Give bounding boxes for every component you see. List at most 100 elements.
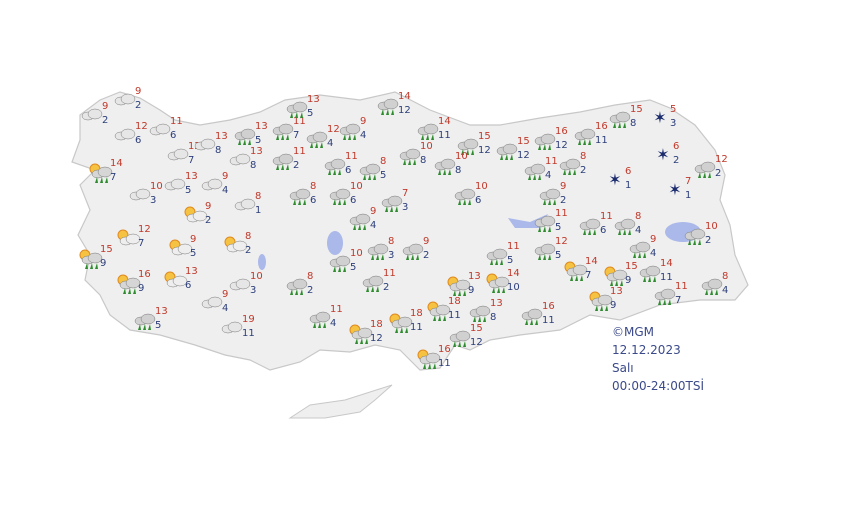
rain-drop [310,142,313,148]
max-temp: 9 [222,289,228,300]
station: 108 [434,151,468,176]
station: 112 [362,268,396,293]
station: 112 [272,146,306,171]
station: 84 [701,271,728,296]
min-temp: 5 [507,255,513,266]
rain-drop [353,224,356,230]
station: ✶ 5 3 [653,104,676,129]
min-temp: 7 [585,270,591,281]
max-temp: 8 [255,191,261,202]
cloud [140,313,156,325]
max-temp: 10 [705,221,718,232]
min-temp: 5 [555,250,561,261]
station: 92 [81,101,108,126]
rain-drop [238,139,241,145]
cloud [292,278,308,290]
rain-drop [458,341,461,347]
min-temp: 2 [135,100,141,111]
min-temp: 2 [560,195,566,206]
station: 94 [629,234,656,259]
min-temp: 4 [360,130,366,141]
station: ✶ 6 2 [656,141,679,166]
rain-drop [426,134,429,140]
cloud [612,269,628,281]
station: 103 [129,181,163,206]
max-temp: 9 [135,86,141,97]
min-temp: 9 [625,275,631,286]
min-temp: 11 [595,135,608,146]
station: 135 [164,171,198,196]
station: 106 [329,181,363,206]
rain-drop [573,169,576,175]
min-temp: 3 [402,202,408,213]
cloud [173,148,189,160]
rain-drop [543,199,546,205]
station: ✶ 6 1 [608,166,631,191]
rain-drop [385,206,388,212]
cloud [240,128,256,140]
rain-drop [538,254,541,260]
rain-drop [391,109,394,115]
min-temp: 6 [600,225,606,236]
max-temp: 11 [600,211,613,222]
station: 127 [167,141,201,166]
rain-drop [286,134,289,140]
rain-drop [243,139,246,145]
rain-drop [338,266,341,272]
rain-drop [431,134,434,140]
rain-drop [443,315,446,321]
cloud [345,123,361,135]
min-temp: 7 [293,130,299,141]
station: 138 [194,131,228,156]
rain-drop [466,149,469,155]
station: 82 [224,231,251,256]
rain-drop [355,338,358,344]
max-temp: 12 [555,236,568,247]
max-temp: 13 [468,271,481,282]
rain-drop [605,305,608,311]
cloud [565,158,581,170]
rain-drop [328,169,331,175]
min-temp: 2 [580,165,586,176]
cloud [125,277,141,289]
max-temp: 16 [138,269,151,280]
rain-drop [528,174,531,180]
rain-drop [595,305,598,311]
station: 102 [684,221,718,246]
min-temp: 9 [610,300,616,311]
rain-drop [600,305,603,311]
min-temp: 6 [475,195,481,206]
min-temp: 12 [398,105,411,116]
rain-drop [381,109,384,115]
rain-drop [438,169,441,175]
cloud [125,233,141,245]
min-temp: 12 [555,140,568,151]
rain-drop [623,229,626,235]
max-temp: 10 [350,181,363,192]
rain-drop [313,322,316,328]
rain-drop [568,169,571,175]
min-temp: 6 [345,165,351,176]
max-temp: 14 [585,256,598,267]
max-temp: 14 [507,268,520,279]
max-temp: 11 [545,156,558,167]
min-temp: 3 [150,195,156,206]
cloud [494,276,510,288]
station: 114 [309,304,343,329]
cloud [335,255,351,267]
rain-drop [276,164,279,170]
rain-drop [533,174,536,180]
max-temp: 15 [100,244,113,255]
cloud [170,178,186,190]
rain-drop [381,254,384,260]
max-temp: 7 [402,188,408,199]
rain-drop [500,154,503,160]
rain-drop [458,199,461,205]
min-temp: 10 [507,282,520,293]
min-temp: 4 [370,220,376,231]
max-temp: 15 [625,261,638,272]
cloud [87,108,103,120]
cloud [475,305,491,317]
